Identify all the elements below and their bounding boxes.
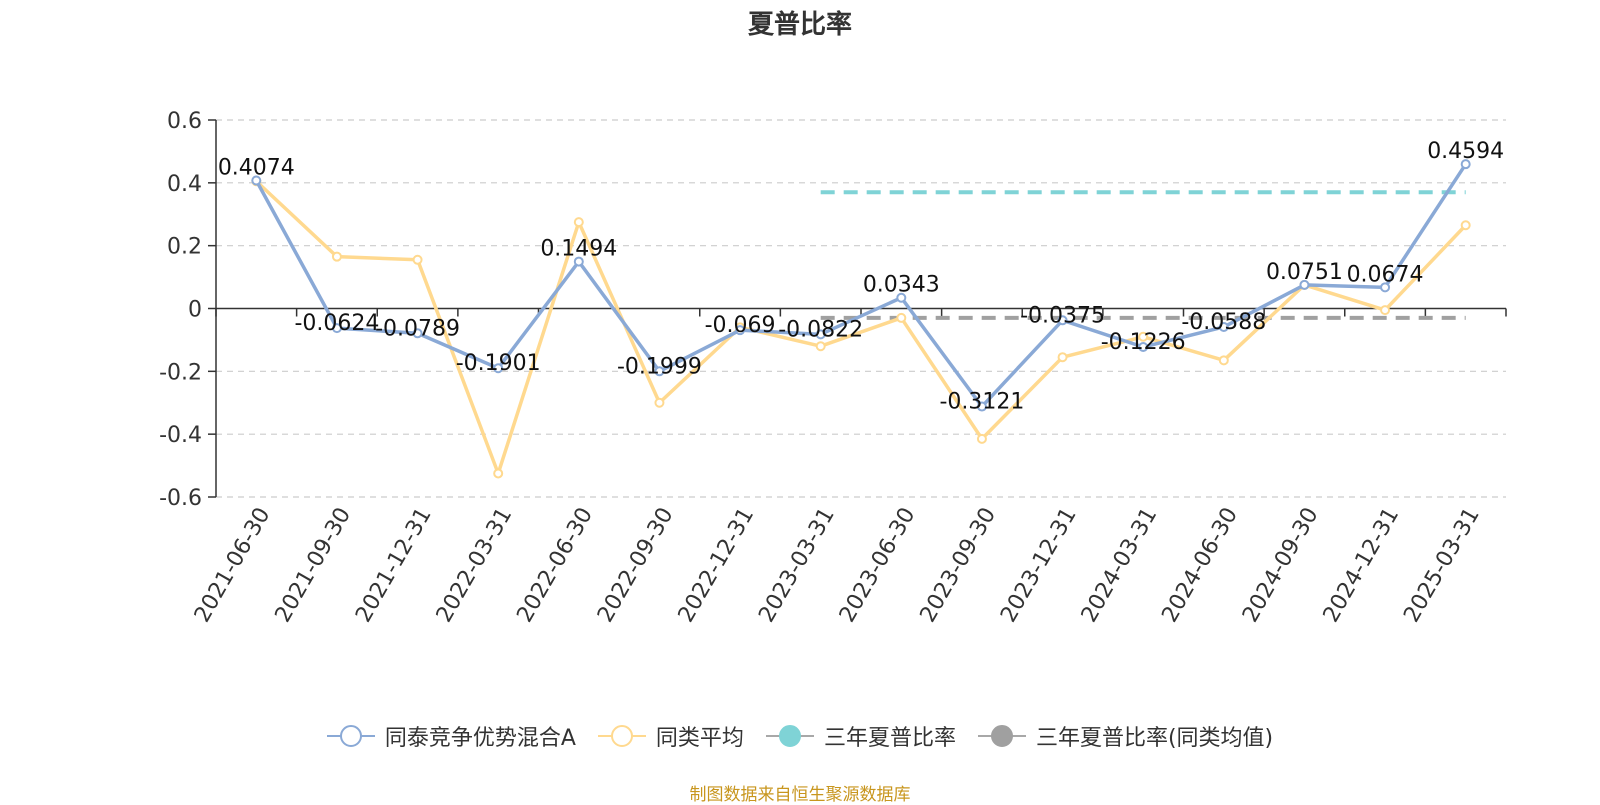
x-tick-label: 2023-12-31 — [996, 504, 1082, 627]
data-label: -0.0588 — [1181, 310, 1266, 335]
series-point — [1138, 342, 1149, 353]
legend-item[interactable]: 三年夏普比率 — [765, 720, 956, 752]
series-point — [1218, 355, 1229, 366]
x-tick-label: 2023-09-30 — [916, 504, 1002, 627]
data-labels-layer: 0.4074 -0.0624-0.0789 -0.1901 0.1494 -0.1999… — [218, 139, 1504, 414]
series-point — [493, 468, 504, 479]
source-note: 制图数据来自恒生聚源数据库 — [689, 785, 911, 805]
y-tick-label: 0.4 — [167, 172, 202, 197]
x-tick-label: 2024-09-30 — [1238, 504, 1324, 627]
data-label: -0.1901 — [456, 351, 541, 376]
series-point — [1138, 331, 1149, 342]
series-point — [815, 329, 826, 340]
y-tick-label: 0.2 — [167, 235, 202, 260]
filled-circle-icon — [765, 725, 814, 747]
series-point — [815, 341, 826, 352]
series-point — [1380, 282, 1391, 293]
x-tick-label: 2022-03-31 — [432, 504, 518, 627]
data-label: -0.0624 — [294, 311, 379, 336]
x-tick-label: 2025-03-31 — [1399, 504, 1485, 627]
filled-circle-icon — [977, 725, 1026, 747]
series-line — [255, 179, 1467, 476]
hollow-circle-icon — [597, 725, 646, 747]
reference-lines-layer — [820, 190, 1466, 320]
series-point — [1460, 159, 1471, 170]
series-point — [654, 397, 665, 408]
x-tick-label: 2021-09-30 — [271, 504, 357, 627]
series-point — [896, 292, 907, 303]
y-tick-label: 0 — [188, 298, 202, 323]
series-point — [976, 401, 987, 412]
data-label: 0.0674 — [1347, 262, 1424, 287]
x-tick-label: 2021-12-31 — [351, 504, 437, 627]
legend: 同泰竞争优势混合A 同类平均 三年夏普比率 三年夏普比率(同类均值) — [0, 720, 1600, 752]
series-point — [1218, 321, 1229, 332]
series-point — [1380, 305, 1391, 316]
legend-label: 同泰竞争优势混合A — [384, 726, 576, 751]
x-tick-label: 2024-03-31 — [1077, 504, 1163, 627]
series-point — [654, 366, 665, 377]
series-point — [1460, 220, 1471, 231]
series-point — [735, 325, 746, 336]
series-point — [331, 251, 342, 262]
series-point — [573, 256, 584, 267]
data-label: -0.3121 — [939, 390, 1024, 415]
y-tick-label: -0.2 — [159, 360, 202, 385]
x-tick-label: 2021-06-30 — [190, 504, 276, 627]
data-label: -0.1226 — [1101, 330, 1186, 355]
legend-label: 三年夏普比率 — [823, 726, 956, 751]
x-tick-label: 2024-12-31 — [1319, 504, 1405, 627]
series-point — [1057, 352, 1068, 363]
x-tick-label: 2022-06-30 — [512, 504, 598, 627]
y-tick-label: -0.6 — [159, 486, 202, 511]
series-line — [254, 163, 1468, 409]
data-label: -0.0822 — [778, 317, 863, 342]
data-label: 0.0751 — [1266, 260, 1343, 285]
legend-label: 同类平均 — [655, 726, 744, 751]
sharpe-ratio-chart: 0.6 0.4 0.2 0 -0.2 -0.4 -0.62021-06-302021-09-… — [159, 109, 1507, 627]
data-label: -0.069 — [705, 313, 776, 338]
legend-item[interactable]: 同类平均 — [597, 720, 744, 752]
data-label: -0.0375 — [1020, 303, 1105, 328]
axis-layer: 0.6 0.4 0.2 0 -0.2 -0.4 -0.62021-06-302021-09-… — [159, 109, 1507, 627]
x-tick-label: 2024-06-30 — [1157, 504, 1243, 627]
grid-layer — [216, 119, 1506, 498]
legend-item[interactable]: 同泰竞争优势混合A — [326, 720, 576, 752]
legend-label: 三年夏普比率(同类均值) — [1035, 726, 1274, 751]
hollow-circle-icon — [326, 725, 375, 747]
data-label: -0.1999 — [617, 354, 702, 379]
x-tick-label: 2023-03-31 — [754, 504, 840, 627]
series-point — [896, 312, 907, 323]
legend-item[interactable]: 三年夏普比率(同类均值) — [977, 720, 1274, 752]
data-label: 0.4074 — [218, 156, 295, 181]
series-layer — [251, 159, 1471, 479]
y-tick-label: -0.4 — [159, 423, 202, 448]
series-point — [573, 217, 584, 228]
data-label: 0.4594 — [1427, 139, 1504, 164]
series-point — [412, 328, 423, 339]
series-point — [493, 363, 504, 374]
data-label: 0.1494 — [540, 237, 617, 262]
y-tick-label: 0.6 — [167, 109, 202, 134]
data-label: 0.0343 — [863, 273, 940, 298]
x-tick-label: 2023-06-30 — [835, 504, 921, 627]
series-point — [1057, 315, 1068, 326]
series-point — [251, 175, 262, 186]
series-point — [1299, 279, 1310, 290]
chart-title: 夏普比率 — [747, 10, 852, 40]
x-tick-label: 2022-09-30 — [593, 504, 679, 627]
series-point — [331, 323, 342, 334]
series-point — [976, 433, 987, 444]
data-label: -0.0789 — [375, 316, 460, 341]
x-tick-label: 2022-12-31 — [674, 504, 760, 627]
series-point — [412, 254, 423, 265]
